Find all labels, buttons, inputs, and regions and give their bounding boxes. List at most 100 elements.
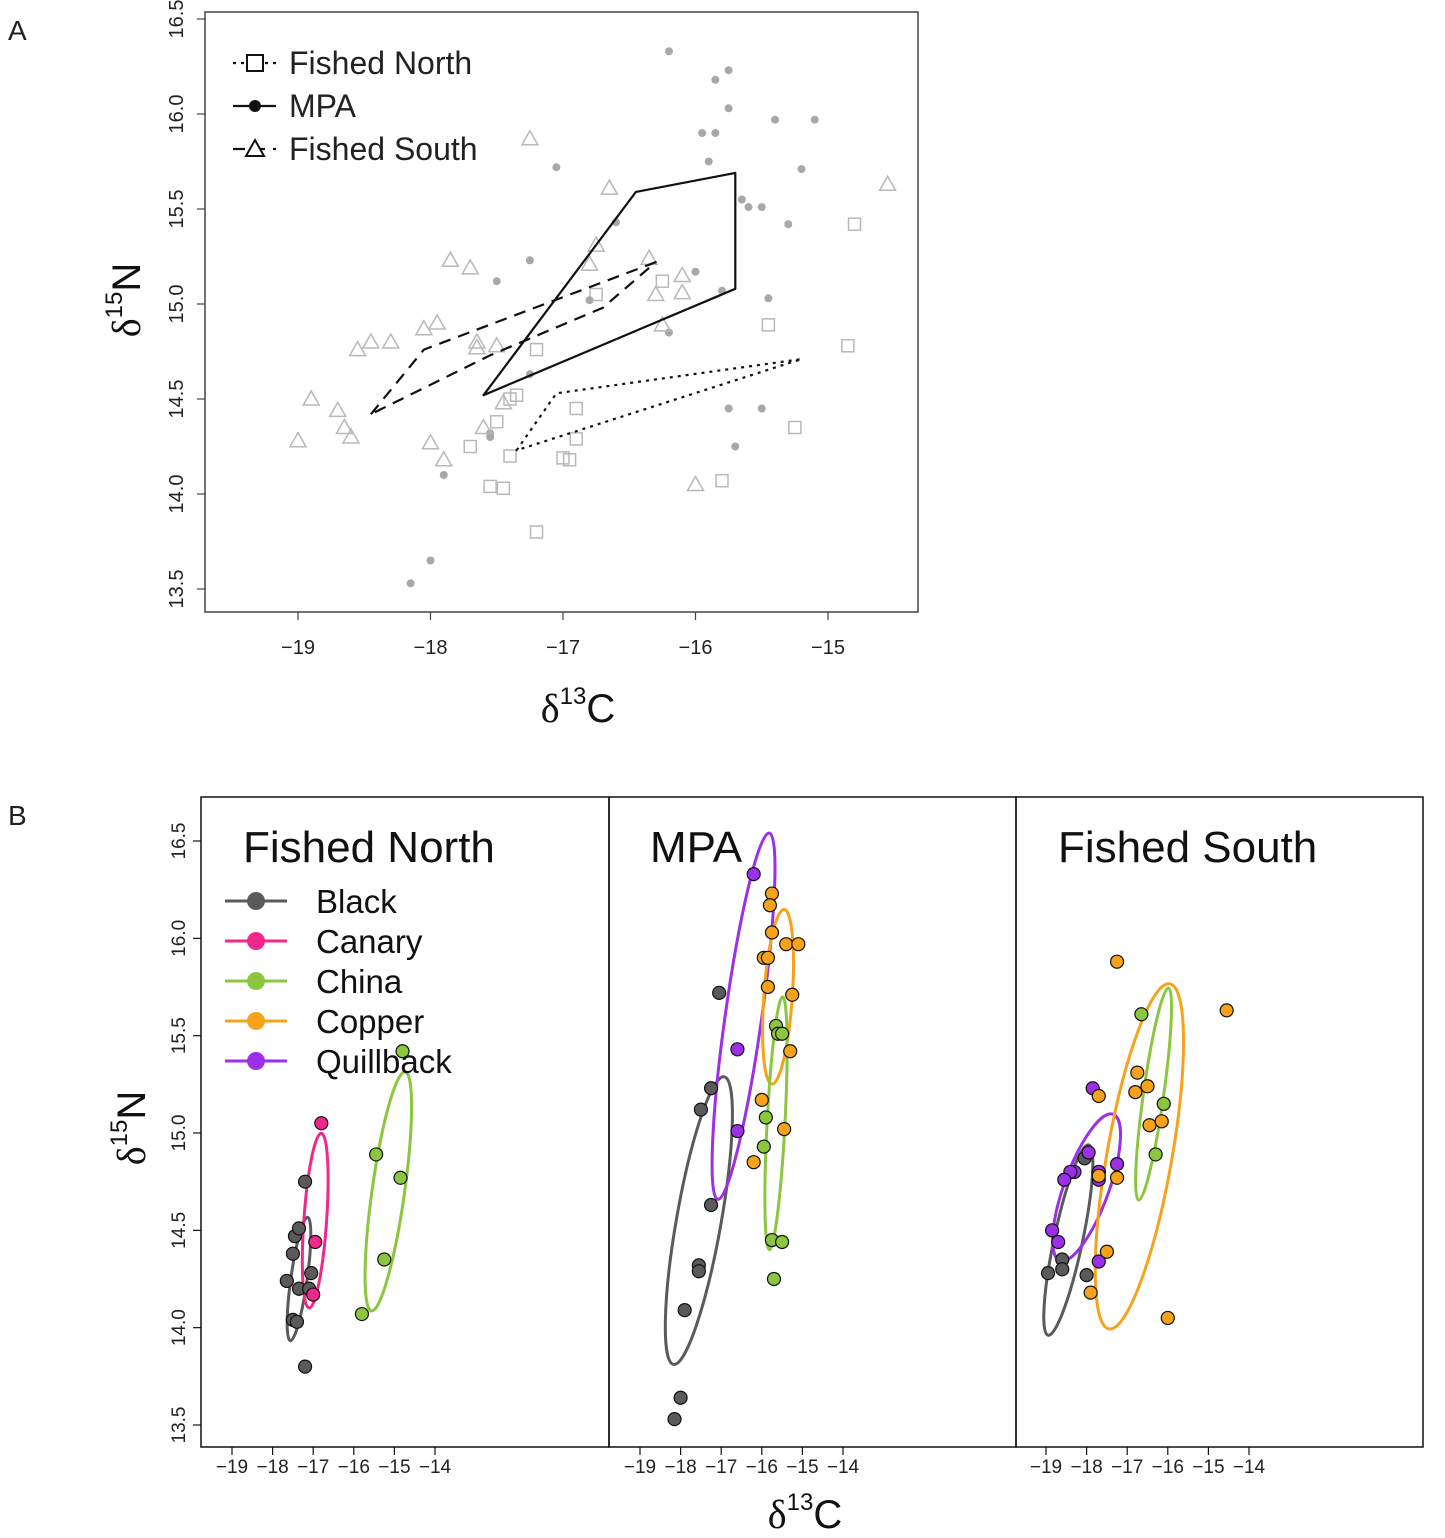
data-point-circle bbox=[724, 104, 733, 113]
data-point-triangle bbox=[672, 265, 692, 283]
axis-label-base: δ bbox=[768, 1492, 787, 1537]
legend-a-square-icon bbox=[246, 54, 264, 72]
data-point-circle bbox=[731, 442, 740, 451]
facet-fished-south: −19 −18 −17 −16 −15 −14 Fished South bbox=[1015, 796, 1424, 1478]
data-point-triangle bbox=[427, 313, 447, 330]
data-point-triangle bbox=[361, 332, 381, 349]
data-point-square bbox=[483, 479, 497, 494]
data-point-triangle bbox=[600, 178, 619, 195]
facet-mpa: −19 −18 −17 −16 −15 −14 MPA bbox=[608, 796, 1017, 1478]
data-point bbox=[1057, 1172, 1072, 1187]
data-point-triangle bbox=[301, 389, 321, 406]
data-point bbox=[746, 1155, 761, 1170]
x-tick-label: −15 bbox=[378, 1457, 410, 1478]
data-point-triangle bbox=[441, 250, 460, 268]
axis-label-rest: C bbox=[586, 687, 615, 731]
x-tick-label: −19 bbox=[216, 1457, 248, 1478]
x-tick-label: −16 bbox=[338, 1457, 370, 1478]
data-point bbox=[760, 950, 775, 965]
data-point-square bbox=[496, 481, 511, 496]
x-tick-label: −15 bbox=[1192, 1457, 1224, 1478]
legend-a: Fished North MPA Fished South bbox=[233, 45, 478, 167]
facet-title: Fished South bbox=[1058, 823, 1317, 872]
data-point-triangle bbox=[494, 393, 513, 410]
legend-b-dot bbox=[247, 972, 265, 990]
data-point bbox=[1109, 1157, 1125, 1172]
data-point bbox=[291, 1221, 307, 1236]
x-tick-label: −19 bbox=[1030, 1457, 1062, 1478]
data-point bbox=[1130, 1065, 1145, 1080]
data-point-circle bbox=[771, 115, 779, 124]
legend-b-dot bbox=[247, 1052, 265, 1070]
data-point-triangle bbox=[460, 258, 480, 275]
data-point-triangle bbox=[341, 427, 361, 444]
data-point bbox=[1091, 1088, 1106, 1104]
data-point-circle bbox=[797, 165, 806, 174]
data-point bbox=[1219, 1003, 1234, 1018]
panel-a-label: A bbox=[8, 15, 27, 46]
axis-label-superscript: 13 bbox=[560, 683, 587, 710]
data-point bbox=[1160, 1310, 1175, 1326]
data-point bbox=[1156, 1096, 1171, 1111]
data-point-circle bbox=[492, 277, 501, 286]
legend-a-label: Fished South bbox=[289, 131, 478, 167]
data-point-square bbox=[569, 401, 583, 416]
data-point bbox=[756, 1139, 771, 1154]
data-point-square bbox=[788, 420, 802, 435]
ellipse-quillback bbox=[710, 831, 777, 1201]
data-point-circle bbox=[704, 157, 713, 166]
data-point-circle bbox=[757, 404, 766, 413]
legend-a-triangle-icon bbox=[244, 137, 266, 157]
x-tick-label: −19 bbox=[624, 1457, 656, 1478]
data-point-triangle bbox=[686, 474, 705, 492]
axis-a-x-label-text: δ13C bbox=[541, 683, 615, 731]
data-point bbox=[285, 1246, 300, 1261]
x-tick-label: −17 bbox=[1111, 1457, 1143, 1478]
data-point bbox=[762, 898, 778, 913]
data-point bbox=[693, 1102, 709, 1117]
data-point bbox=[1140, 1079, 1155, 1094]
data-point bbox=[1083, 1285, 1098, 1300]
plot-a: −19 −18 −17 −16 −15 13.5 14.0 14.5 15.0 15.5 16.0 1… bbox=[166, 0, 919, 659]
ellipse-china bbox=[1134, 986, 1174, 1202]
x-tick-label: −19 bbox=[281, 637, 315, 659]
series-black bbox=[667, 985, 727, 1427]
data-point-square bbox=[569, 432, 583, 446]
data-point bbox=[289, 1314, 305, 1329]
series-black bbox=[279, 1174, 319, 1374]
ellipse-black bbox=[663, 1075, 734, 1366]
data-point bbox=[395, 1044, 410, 1059]
series-canary bbox=[306, 1116, 329, 1302]
series-black bbox=[1040, 1151, 1106, 1283]
data-point bbox=[691, 1264, 706, 1279]
data-point bbox=[354, 1306, 370, 1322]
ellipses bbox=[285, 1070, 414, 1343]
data-point bbox=[1148, 1147, 1163, 1162]
data-point bbox=[667, 1412, 682, 1427]
x-tick-label: −14 bbox=[827, 1457, 860, 1478]
data-point bbox=[1051, 1234, 1066, 1250]
data-point-triangle bbox=[653, 315, 672, 332]
data-point-circle bbox=[737, 195, 746, 204]
legend-b-dot bbox=[247, 892, 265, 910]
data-point bbox=[783, 1044, 798, 1059]
data-point-triangle bbox=[474, 417, 493, 435]
data-point bbox=[1079, 1268, 1094, 1283]
legend-b-label: Quillback bbox=[316, 1043, 452, 1080]
data-point-square bbox=[761, 318, 776, 332]
facet-title: Fished North bbox=[243, 823, 495, 872]
data-point bbox=[1044, 1223, 1060, 1238]
x-tick-label: −14 bbox=[1233, 1457, 1266, 1478]
data-point bbox=[1040, 1266, 1056, 1281]
axis-a-x-label: δ13C bbox=[541, 683, 615, 731]
data-point bbox=[730, 1123, 745, 1139]
x-tick-label: −17 bbox=[546, 637, 580, 659]
x-tick-label: −18 bbox=[414, 637, 448, 659]
data-point-triangle bbox=[586, 235, 606, 252]
data-point bbox=[1091, 1168, 1106, 1183]
data-point bbox=[677, 1303, 692, 1318]
data-point-circle bbox=[810, 115, 819, 124]
ellipse-copper bbox=[1093, 982, 1186, 1331]
data-point bbox=[774, 1234, 790, 1250]
